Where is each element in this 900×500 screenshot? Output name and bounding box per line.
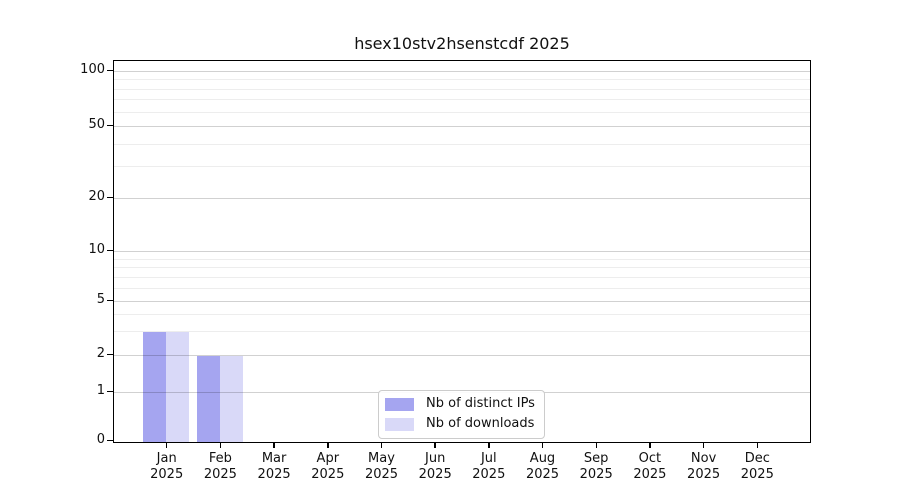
- chart-title: hsex10stv2hsenstcdf 2025: [354, 34, 570, 53]
- x-tick-year: 2025: [525, 467, 560, 482]
- x-tick-label: Sep 2025: [564, 451, 628, 483]
- x-tick-mark: [649, 443, 651, 448]
- x-tick-month: Jun: [425, 451, 446, 466]
- y-minor-gridline: [114, 276, 810, 278]
- x-tick-year: 2025: [740, 467, 774, 482]
- y-major-gridline: [114, 301, 810, 302]
- y-tick-mark: [107, 439, 113, 441]
- x-tick-year: 2025: [364, 467, 399, 482]
- x-tick-label: Oct 2025: [618, 451, 682, 483]
- x-tick-year: 2025: [633, 467, 667, 482]
- y-minor-gridline: [114, 267, 810, 269]
- y-minor-gridline: [114, 111, 810, 113]
- bar-feb-downloads: [219, 356, 243, 442]
- y-minor-gridline: [114, 88, 810, 90]
- y-minor-gridline: [114, 314, 810, 316]
- y-minor-gridline: [114, 258, 810, 260]
- legend-item-downloads: Nb of downloads: [385, 416, 535, 432]
- x-tick-label: Jan 2025: [135, 451, 199, 483]
- x-tick-label: Jun 2025: [403, 451, 467, 483]
- x-tick-label: Dec 2025: [725, 451, 789, 483]
- y-minor-gridline: [114, 331, 810, 333]
- y-minor-gridline: [114, 287, 810, 289]
- y-major-gridline: [114, 71, 810, 72]
- y-tick-mark: [107, 69, 113, 71]
- y-tick-mark: [107, 353, 113, 355]
- x-tick-month: Jan: [156, 451, 177, 466]
- x-tick-month: Sep: [583, 451, 609, 466]
- x-tick-mark: [380, 443, 383, 448]
- x-tick-mark: [165, 443, 168, 448]
- y-tick-label: 20: [88, 189, 105, 204]
- x-tick-month: Dec: [744, 451, 770, 466]
- y-tick-label: 10: [88, 242, 105, 257]
- x-tick-month: Aug: [529, 451, 556, 466]
- x-tick-year: 2025: [579, 467, 613, 482]
- y-major-gridline: [114, 251, 810, 252]
- x-tick-year: 2025: [687, 467, 721, 482]
- x-tick-mark: [219, 443, 222, 448]
- y-tick-mark: [107, 196, 113, 198]
- x-tick-year: 2025: [472, 467, 506, 482]
- x-tick-label: Mar 2025: [242, 451, 306, 483]
- x-tick-mark: [273, 443, 275, 448]
- x-tick-year: 2025: [257, 467, 291, 482]
- x-tick-year: 2025: [311, 467, 345, 482]
- x-tick-year: 2025: [203, 467, 237, 482]
- x-tick-year: 2025: [418, 467, 452, 482]
- bar-jan-downloads: [166, 332, 190, 442]
- y-tick-label: 2: [96, 346, 105, 361]
- y-tick-mark: [107, 390, 113, 392]
- x-tick-mark: [488, 443, 490, 448]
- y-minor-gridline: [114, 166, 810, 168]
- x-tick-mark: [702, 443, 705, 448]
- x-tick-month: Mar: [261, 451, 287, 466]
- x-tick-mark: [434, 443, 436, 448]
- legend-label-distinct-ips: Nb of distinct IPs: [426, 396, 535, 411]
- x-tick-month: Feb: [208, 451, 232, 466]
- y-minor-gridline: [114, 99, 810, 101]
- x-tick-month: Nov: [690, 451, 717, 466]
- x-tick-label: Jul 2025: [457, 451, 521, 483]
- x-tick-label: Feb 2025: [188, 451, 252, 483]
- legend-label-downloads: Nb of downloads: [426, 416, 535, 431]
- y-tick-label: 5: [96, 292, 105, 307]
- x-tick-mark: [756, 443, 759, 448]
- y-major-gridline: [114, 198, 810, 199]
- y-tick-mark: [107, 124, 113, 126]
- plot-area: Nb of distinct IPs Nb of downloads: [113, 60, 811, 443]
- x-tick-year: 2025: [150, 467, 184, 482]
- x-tick-month: Apr: [316, 451, 340, 466]
- legend: Nb of distinct IPs Nb of downloads: [378, 390, 545, 439]
- legend-swatch-downloads: [385, 417, 414, 431]
- legend-swatch-distinct-ips: [385, 397, 414, 411]
- x-tick-mark: [327, 443, 329, 448]
- x-tick-month: Oct: [638, 451, 662, 466]
- y-tick-label: 0: [96, 432, 105, 447]
- y-tick-label: 1: [96, 383, 105, 398]
- x-tick-month: Jul: [480, 451, 497, 466]
- y-tick-mark: [107, 299, 113, 301]
- y-minor-gridline: [114, 79, 810, 81]
- y-tick-mark: [107, 249, 113, 251]
- x-tick-mark: [595, 443, 597, 448]
- x-tick-label: Nov 2025: [672, 451, 736, 483]
- y-tick-label: 50: [88, 117, 105, 132]
- x-tick-label: Apr 2025: [296, 451, 360, 483]
- x-tick-month: May: [368, 451, 395, 466]
- x-tick-label: Aug 2025: [511, 451, 575, 483]
- legend-item-distinct-ips: Nb of distinct IPs: [385, 396, 535, 412]
- y-tick-label: 100: [80, 62, 105, 77]
- bar-jan-distinct-ips: [143, 332, 167, 442]
- x-tick-label: May 2025: [350, 451, 414, 483]
- bar-feb-distinct-ips: [196, 356, 220, 442]
- y-minor-gridline: [114, 143, 810, 145]
- x-tick-mark: [541, 443, 544, 448]
- y-major-gridline: [114, 126, 810, 127]
